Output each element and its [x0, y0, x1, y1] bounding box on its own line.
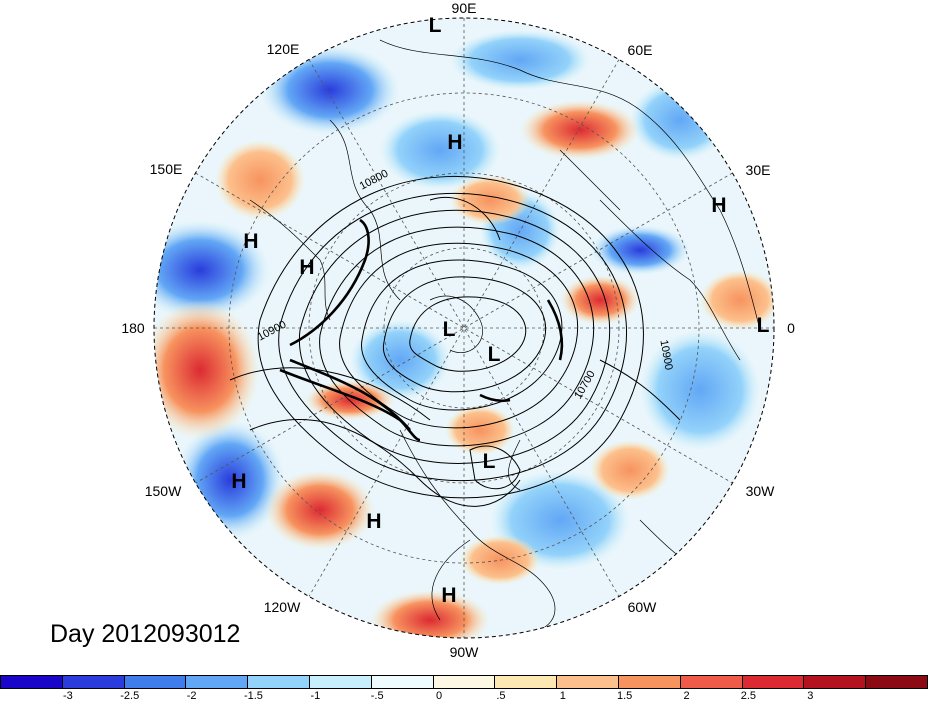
- colorbar-segment: [742, 676, 805, 688]
- coastlines: [249, 39, 761, 631]
- colorbar-segment: [309, 676, 372, 688]
- colorbar-segment: [62, 676, 125, 688]
- lon-label-150e: 150E: [149, 161, 183, 177]
- lon-label-0: 0: [787, 320, 795, 336]
- lon-label-150w: 150W: [144, 483, 182, 499]
- lon-label-120e: 120E: [266, 41, 300, 57]
- height-contours: [229, 176, 681, 507]
- lon-label-90e: 90E: [451, 0, 477, 16]
- high-center-label: H: [447, 131, 463, 154]
- colorbar-tick-label: -3: [62, 690, 73, 702]
- colorbar-segment: [804, 676, 867, 688]
- lon-label-90w: 90W: [449, 644, 479, 660]
- colorbar-segment: [1, 676, 63, 688]
- lon-label-180: 180: [121, 320, 145, 336]
- colorbar-tick-label: 3: [807, 690, 814, 702]
- colorbar-tick-label: 1: [559, 690, 566, 702]
- colorbar-tick-label: .5: [496, 690, 506, 702]
- lon-label-60e: 60E: [627, 42, 653, 58]
- low-center-label: L: [482, 450, 496, 473]
- colorbar-segment: [866, 676, 927, 688]
- colorbar-segment: [433, 676, 496, 688]
- high-center-label: H: [243, 230, 259, 253]
- colorbar-tick-label: 1.5: [617, 690, 633, 702]
- high-center-label: H: [231, 470, 247, 493]
- colorbar-tick-label: -.5: [370, 690, 384, 702]
- low-center-label: L: [442, 318, 456, 341]
- low-center-label: L: [487, 343, 501, 366]
- high-center-label: H: [711, 194, 727, 217]
- colorbar: [0, 675, 928, 689]
- colorbar-segment: [124, 676, 187, 688]
- colorbar-tick-label: 2: [683, 690, 690, 702]
- day-label: Day 2012093012: [50, 620, 241, 648]
- colorbar-segment: [248, 676, 310, 688]
- colorbar-tick-label: -2: [186, 690, 197, 702]
- colorbar-tick-label: -1.5: [243, 690, 263, 702]
- low-center-label: L: [428, 14, 442, 37]
- graticule: [154, 18, 774, 638]
- lon-label-30e: 30E: [745, 162, 771, 178]
- high-center-label: H: [299, 256, 315, 279]
- high-center-label: H: [441, 584, 457, 607]
- lon-label-60w: 60W: [627, 599, 657, 615]
- colorbar-tick-label: -1: [310, 690, 321, 702]
- colorbar-segment: [680, 676, 743, 688]
- colorbar-tick-label: 0: [436, 690, 443, 702]
- colorbar-segment: [495, 676, 558, 688]
- colorbar-tick-label: -2.5: [120, 690, 140, 702]
- colorbar-segment: [371, 676, 434, 688]
- lon-label-120w: 120W: [263, 599, 301, 615]
- low-center-label: L: [756, 314, 770, 337]
- high-center-label: H: [366, 510, 382, 533]
- colorbar-segment: [186, 676, 249, 688]
- colorbar-segment: [557, 676, 619, 688]
- colorbar-segment: [618, 676, 681, 688]
- jet-contours: [279, 218, 564, 442]
- map-boundary: [153, 17, 775, 639]
- lon-label-30w: 30W: [745, 483, 775, 499]
- colorbar-tick-label: 2.5: [740, 690, 757, 702]
